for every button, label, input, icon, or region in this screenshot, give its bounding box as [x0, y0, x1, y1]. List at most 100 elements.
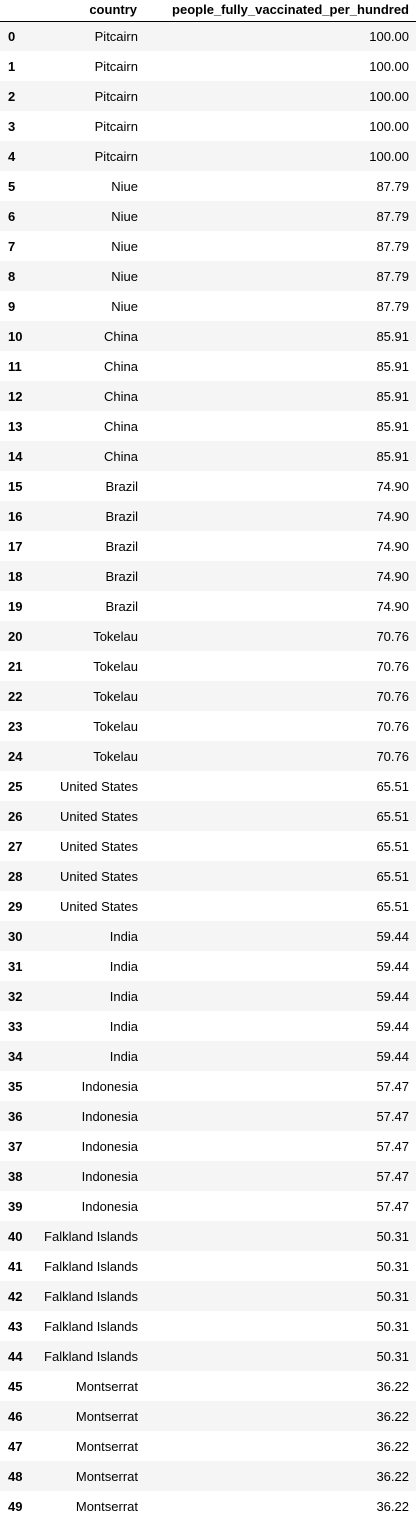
- vaccinated-value-cell: 50.31: [376, 1258, 409, 1274]
- row-index: 47: [8, 1438, 23, 1454]
- vaccinated-value-cell: 59.44: [376, 958, 409, 974]
- table-row: 20 Tokelau 70.76: [0, 621, 416, 651]
- country-cell: Brazil: [105, 568, 138, 584]
- table-row: 0 Pitcairn 100.00: [0, 21, 416, 51]
- table-row: 35 Indonesia 57.47: [0, 1071, 416, 1101]
- row-index: 33: [8, 1018, 23, 1034]
- country-cell: Indonesia: [81, 1138, 138, 1154]
- vaccinated-value-cell: 70.76: [376, 658, 409, 674]
- table-row: 41 Falkland Islands 50.31: [0, 1251, 416, 1281]
- table-row: 7 Niue 87.79: [0, 231, 416, 261]
- country-cell: Montserrat: [75, 1408, 138, 1424]
- row-index: 17: [8, 538, 23, 554]
- country-cell: Falkland Islands: [44, 1318, 138, 1334]
- vaccinated-value-cell: 87.79: [376, 238, 409, 254]
- table-row: 28 United States 65.51: [0, 861, 416, 891]
- vaccinated-value-cell: 59.44: [376, 1048, 409, 1064]
- row-index: 32: [8, 988, 23, 1004]
- table-row: 40 Falkland Islands 50.31: [0, 1221, 416, 1251]
- table-row: 1 Pitcairn 100.00: [0, 51, 416, 81]
- vaccinated-value-cell: 74.90: [376, 478, 409, 494]
- table-row: 37 Indonesia 57.47: [0, 1131, 416, 1161]
- vaccinated-value-cell: 74.90: [376, 598, 409, 614]
- table-row: 38 Indonesia 57.47: [0, 1161, 416, 1191]
- row-index: 43: [8, 1318, 23, 1334]
- vaccinated-value-cell: 74.90: [376, 508, 409, 524]
- table-row: 3 Pitcairn 100.00: [0, 111, 416, 141]
- country-cell: Brazil: [105, 538, 138, 554]
- row-index: 8: [8, 268, 16, 284]
- country-cell: Brazil: [105, 598, 138, 614]
- vaccinated-value-cell: 85.91: [376, 358, 409, 374]
- row-index: 22: [8, 688, 23, 704]
- row-index: 36: [8, 1108, 23, 1124]
- table-row: 10 China 85.91: [0, 321, 416, 351]
- vaccinated-value-cell: 59.44: [376, 988, 409, 1004]
- table-row: 45 Montserrat 36.22: [0, 1371, 416, 1401]
- row-index: 42: [8, 1288, 23, 1304]
- table-row: 22 Tokelau 70.76: [0, 681, 416, 711]
- row-index: 14: [8, 448, 23, 464]
- vaccinated-value-cell: 100.00: [369, 88, 409, 104]
- country-cell: United States: [59, 778, 138, 794]
- table-row: 5 Niue 87.79: [0, 171, 416, 201]
- column-header-people-fully-vaccinated: people_fully_vaccinated_per_hundred: [172, 2, 409, 18]
- vaccinated-value-cell: 50.31: [376, 1228, 409, 1244]
- row-index: 28: [8, 868, 23, 884]
- table-row: 39 Indonesia 57.47: [0, 1191, 416, 1221]
- vaccinated-value-cell: 65.51: [376, 778, 409, 794]
- vaccinated-value-cell: 70.76: [376, 718, 409, 734]
- row-index: 37: [8, 1138, 23, 1154]
- country-cell: Indonesia: [81, 1168, 138, 1184]
- country-cell: Tokelau: [93, 688, 138, 704]
- row-index: 39: [8, 1198, 23, 1214]
- row-index: 29: [8, 898, 23, 914]
- table-row: 29 United States 65.51: [0, 891, 416, 921]
- vaccinated-value-cell: 57.47: [376, 1168, 409, 1184]
- country-cell: China: [104, 418, 138, 434]
- country-cell: Montserrat: [75, 1378, 138, 1394]
- vaccinated-value-cell: 100.00: [369, 118, 409, 134]
- vaccinated-value-cell: 57.47: [376, 1108, 409, 1124]
- vaccinated-value-cell: 85.91: [376, 418, 409, 434]
- table-row: 15 Brazil 74.90: [0, 471, 416, 501]
- table-row: 8 Niue 87.79: [0, 261, 416, 291]
- row-index: 44: [8, 1348, 23, 1364]
- table-row: 36 Indonesia 57.47: [0, 1101, 416, 1131]
- table-row: 42 Falkland Islands 50.31: [0, 1281, 416, 1311]
- table-row: 24 Tokelau 70.76: [0, 741, 416, 771]
- vaccinated-value-cell: 36.22: [376, 1438, 409, 1454]
- country-cell: Indonesia: [81, 1078, 138, 1094]
- row-index: 18: [8, 568, 23, 584]
- vaccinated-value-cell: 74.90: [376, 538, 409, 554]
- row-index: 11: [8, 358, 22, 374]
- vaccinated-value-cell: 100.00: [369, 58, 409, 74]
- country-cell: Niue: [111, 268, 138, 284]
- row-index: 15: [8, 478, 23, 494]
- country-cell: United States: [59, 808, 138, 824]
- vaccinated-value-cell: 85.91: [376, 448, 409, 464]
- country-cell: Indonesia: [81, 1198, 138, 1214]
- row-index: 49: [8, 1498, 23, 1514]
- vaccinated-value-cell: 65.51: [376, 868, 409, 884]
- vaccinated-value-cell: 50.31: [376, 1288, 409, 1304]
- column-header-country: country: [89, 2, 137, 18]
- vaccinated-value-cell: 57.47: [376, 1198, 409, 1214]
- vaccinated-value-cell: 87.79: [376, 268, 409, 284]
- table-row: 33 India 59.44: [0, 1011, 416, 1041]
- country-cell: China: [104, 448, 138, 464]
- country-cell: Tokelau: [93, 748, 138, 764]
- row-index: 25: [8, 778, 23, 794]
- table-row: 48 Montserrat 36.22: [0, 1461, 416, 1491]
- table-row: 49 Montserrat 36.22: [0, 1491, 416, 1521]
- row-index: 26: [8, 808, 23, 824]
- vaccinated-value-cell: 87.79: [376, 178, 409, 194]
- vaccinated-value-cell: 85.91: [376, 328, 409, 344]
- row-index: 35: [8, 1078, 23, 1094]
- row-index: 5: [8, 178, 16, 194]
- table-row: 46 Montserrat 36.22: [0, 1401, 416, 1431]
- table-row: 18 Brazil 74.90: [0, 561, 416, 591]
- country-cell: United States: [59, 838, 138, 854]
- vaccinated-value-cell: 57.47: [376, 1138, 409, 1154]
